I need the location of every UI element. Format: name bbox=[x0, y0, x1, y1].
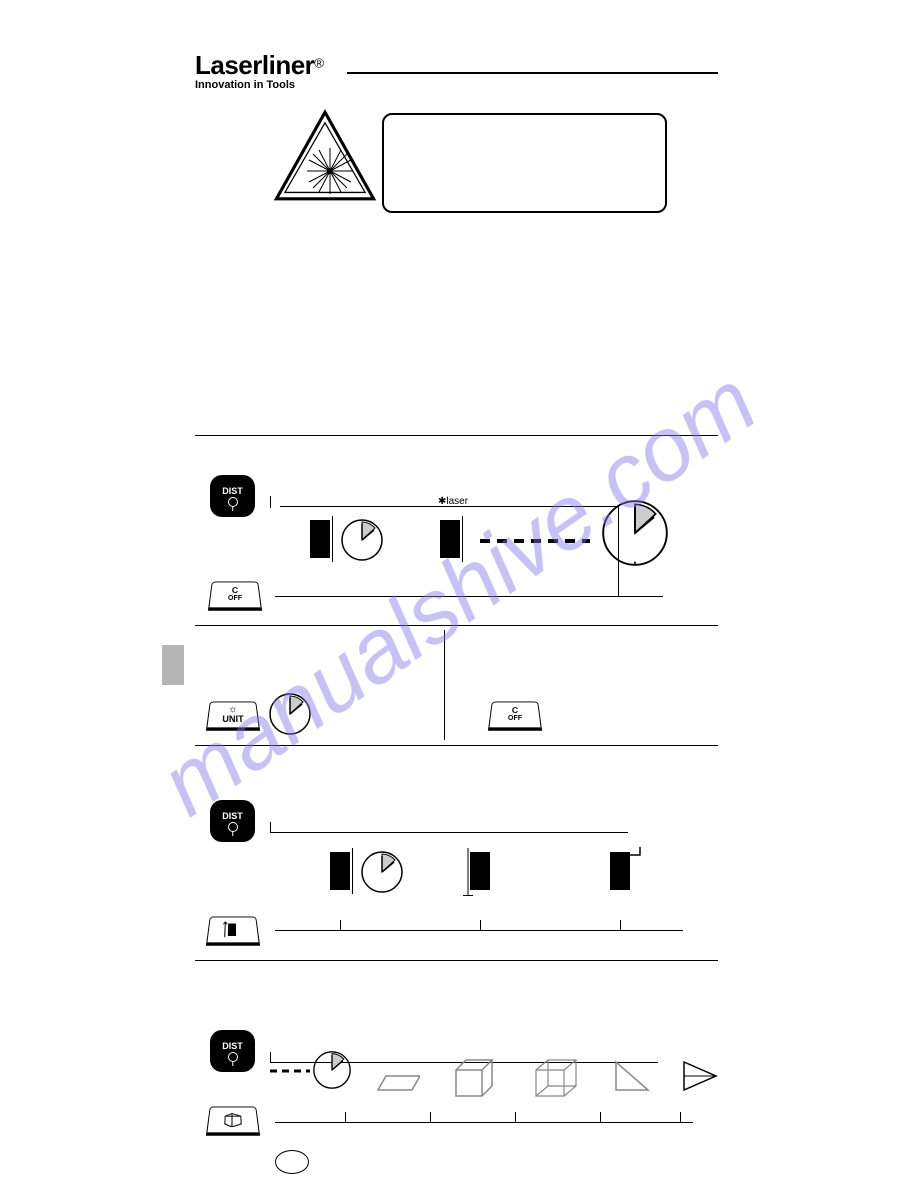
clock-icon bbox=[360, 850, 404, 894]
flow-line bbox=[275, 1122, 693, 1123]
c-off-button[interactable]: C OFF bbox=[488, 702, 542, 731]
reference-icon bbox=[223, 921, 244, 938]
dist-button[interactable]: DIST bbox=[210, 475, 255, 517]
dist-button[interactable]: DIST bbox=[210, 1030, 255, 1072]
header-rule bbox=[347, 72, 718, 74]
bulb-icon bbox=[228, 1052, 238, 1062]
area-icon bbox=[370, 1072, 420, 1094]
ext-arrow-icon bbox=[628, 845, 648, 857]
device-front-icon bbox=[470, 852, 490, 890]
dist-label: DIST bbox=[222, 1041, 243, 1051]
vtick bbox=[600, 1112, 601, 1122]
divider bbox=[195, 435, 718, 436]
unit-label: UNIT bbox=[222, 715, 244, 724]
divider bbox=[195, 625, 718, 626]
device-icon bbox=[440, 520, 460, 558]
dist-button[interactable]: DIST bbox=[210, 800, 255, 842]
c-label: C bbox=[512, 707, 519, 715]
flow-line bbox=[275, 930, 683, 931]
dashed-line-icon bbox=[480, 538, 590, 544]
dashed-line-icon bbox=[270, 1068, 310, 1074]
clock-icon bbox=[312, 1050, 352, 1090]
side-tab bbox=[162, 645, 184, 685]
vertical-divider bbox=[444, 630, 445, 740]
vtick bbox=[430, 1112, 431, 1122]
bulb-icon bbox=[228, 822, 238, 832]
bulb-icon bbox=[228, 497, 238, 507]
pythagoras-b-icon bbox=[680, 1058, 720, 1094]
brand-suffix: ® bbox=[314, 56, 324, 71]
brand-tagline: Innovation in Tools bbox=[195, 79, 718, 91]
divider bbox=[195, 960, 718, 961]
clock-icon bbox=[268, 692, 312, 736]
off-label: OFF bbox=[228, 595, 243, 602]
flow-line bbox=[275, 596, 663, 597]
conn-line bbox=[270, 496, 271, 508]
vtick bbox=[680, 1112, 681, 1122]
flow-line bbox=[270, 832, 628, 833]
vtick bbox=[515, 1112, 516, 1122]
dist-label: DIST bbox=[222, 811, 243, 821]
divider bbox=[195, 745, 718, 746]
volume-icon bbox=[450, 1058, 498, 1098]
cube-key-icon bbox=[222, 1112, 245, 1127]
unit-button[interactable]: ☼ UNIT bbox=[206, 702, 260, 731]
off-label: OFF bbox=[508, 715, 523, 722]
device-icon bbox=[310, 520, 330, 558]
page-number-oval bbox=[275, 1150, 309, 1174]
vtick bbox=[480, 920, 481, 930]
conn-line bbox=[270, 822, 271, 832]
vtick bbox=[340, 920, 341, 930]
laser-label: ✱laser bbox=[438, 496, 468, 507]
device-ext-icon bbox=[610, 852, 630, 890]
brand-name: Laserliner® bbox=[195, 50, 718, 81]
laser-starburst-icon bbox=[305, 146, 355, 196]
mode-button[interactable] bbox=[206, 1107, 260, 1136]
c-off-button[interactable]: C OFF bbox=[208, 582, 262, 611]
reference-button[interactable] bbox=[206, 917, 260, 946]
conn-line bbox=[270, 1052, 271, 1062]
vtick bbox=[620, 920, 621, 930]
device-rear-icon bbox=[330, 852, 350, 890]
volume-wire-icon bbox=[530, 1058, 582, 1098]
laser-warning-block bbox=[280, 108, 680, 218]
c-label: C bbox=[232, 587, 239, 595]
warning-text-box bbox=[382, 113, 667, 213]
pythagoras-a-icon bbox=[612, 1058, 652, 1094]
header-block: Laserliner® Innovation in Tools bbox=[195, 50, 718, 91]
ref-arrow-icon bbox=[463, 848, 473, 896]
clock-icon bbox=[340, 518, 384, 562]
clock-large-icon bbox=[600, 498, 670, 568]
vtick bbox=[345, 1112, 346, 1122]
brand-text: Laserliner bbox=[195, 50, 314, 80]
dist-label: DIST bbox=[222, 486, 243, 496]
